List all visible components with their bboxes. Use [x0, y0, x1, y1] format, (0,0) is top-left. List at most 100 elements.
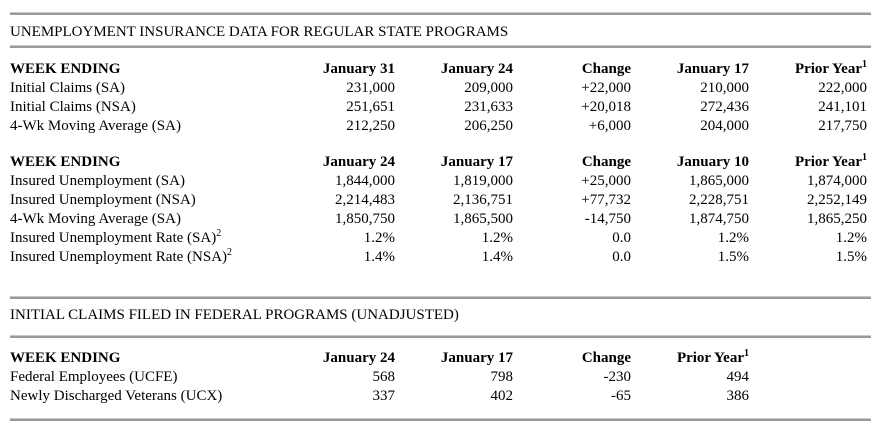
cell-value: 1.2%: [363, 230, 395, 246]
cell-value: 1,874,000: [807, 173, 867, 189]
cell-value: -230: [603, 369, 632, 385]
cell-value: +22,000: [581, 80, 631, 96]
cell-value: 337: [372, 388, 396, 404]
column-header: Change: [581, 61, 631, 77]
cell-value: 2,214,483: [335, 192, 395, 208]
column-header: WEEK ENDING: [10, 154, 121, 170]
footnote-reference: 1: [862, 152, 867, 163]
horizontal-rule-top: [10, 12, 871, 15]
horizontal-rule-bottom: [10, 418, 871, 421]
cell-value: 251,651: [346, 99, 395, 115]
cell-value: +6,000: [588, 118, 631, 134]
table-header-row: WEEK ENDING January 31 January 24 Change Jan…: [10, 60, 867, 79]
section-title-state-programs: UNEMPLOYMENT INSURANCE DATA FOR REGULAR …: [10, 24, 509, 40]
row-label: Initial Claims (SA): [10, 80, 125, 96]
row-label: Insured Unemployment Rate (SA)2: [10, 228, 222, 247]
table-row: Initial Claims (NSA) 251,651 231,633 +20,01…: [10, 98, 867, 117]
cell-value: 1,874,750: [689, 211, 749, 227]
cell-value: 206,250: [464, 118, 513, 134]
row-label: Insured Unemployment Rate (NSA)2: [10, 247, 233, 266]
cell-value: 272,436: [700, 99, 749, 115]
column-header: January 17: [676, 61, 749, 77]
cell-value: 1.5%: [835, 249, 867, 265]
cell-value: -65: [611, 388, 631, 404]
cell-value: 1,844,000: [335, 173, 395, 189]
cell-value: 210,000: [700, 80, 749, 96]
table-row: Initial Claims (SA) 231,000 209,000 +22,000…: [10, 79, 867, 98]
footnote-reference: 2: [216, 228, 222, 239]
cell-value: 1,865,500: [453, 211, 513, 227]
cell-value: 1,850,750: [335, 211, 395, 227]
column-header: January 17: [440, 350, 513, 366]
cell-value: 494: [726, 369, 750, 385]
footnote-reference: 1: [862, 59, 867, 70]
row-label: Federal Employees (UCFE): [10, 369, 178, 385]
cell-value: 231,633: [464, 99, 513, 115]
column-header: Prior Year1: [794, 152, 867, 171]
cell-value: +20,018: [581, 99, 631, 115]
table-row: Insured Unemployment (SA) 1,844,000 1,819,…: [10, 172, 867, 191]
column-header: January 24: [322, 350, 395, 366]
cell-value: 2,136,751: [453, 192, 513, 208]
cell-value: 1.4%: [481, 249, 513, 265]
column-header: WEEK ENDING: [10, 61, 121, 77]
cell-value: 1.4%: [363, 249, 395, 265]
row-label: Initial Claims (NSA): [10, 99, 136, 115]
cell-value: 1,865,250: [807, 211, 867, 227]
cell-value: 204,000: [700, 118, 749, 134]
cell-value: 2,228,751: [689, 192, 749, 208]
cell-value: 217,750: [818, 118, 867, 134]
cell-value: +25,000: [581, 173, 631, 189]
cell-value: 222,000: [818, 80, 867, 96]
table-row: Insured Unemployment Rate (SA)2 1.2% 1.2% 0…: [10, 229, 867, 248]
table-header-row: WEEK ENDING January 24 January 17 Change Jan…: [10, 153, 867, 172]
cell-value: 1.2%: [717, 230, 749, 246]
horizontal-rule: [10, 296, 871, 299]
cell-value: 212,250: [346, 118, 395, 134]
section-title-federal-programs: INITIAL CLAIMS FILED IN FEDERAL PROGRAMS…: [10, 307, 459, 323]
state-initial-claims-table: WEEK ENDING January 31 January 24 Change Jan…: [10, 60, 867, 136]
cell-value: 1,819,000: [453, 173, 513, 189]
column-header: Change: [581, 350, 631, 366]
cell-value: 0.0: [612, 230, 631, 246]
cell-value: 1,865,000: [689, 173, 749, 189]
column-header: January 10: [676, 154, 749, 170]
footnote-reference: 1: [744, 348, 749, 359]
table-row: 4-Wk Moving Average (SA) 212,250 206,250 +6…: [10, 117, 867, 136]
column-header: Prior Year1: [794, 59, 867, 78]
cell-value: 402: [490, 388, 514, 404]
column-header: Change: [581, 154, 631, 170]
table-row: Federal Employees (UCFE) 568 798 -230 494: [10, 368, 749, 387]
state-insured-unemployment-table: WEEK ENDING January 24 January 17 Change Jan…: [10, 153, 867, 267]
column-header: January 24: [440, 61, 513, 77]
federal-programs-table: WEEK ENDING January 24 January 17 Change Pri…: [10, 349, 749, 406]
footnote-reference: 2: [227, 247, 233, 258]
table-row: 4-Wk Moving Average (SA) 1,850,750 1,865,5…: [10, 210, 867, 229]
table-row: Insured Unemployment Rate (NSA)2 1.4% 1.4%…: [10, 248, 867, 267]
column-header: January 24: [322, 154, 395, 170]
column-header: Prior Year1: [676, 348, 749, 367]
cell-value: 209,000: [464, 80, 513, 96]
column-header: WEEK ENDING: [10, 350, 121, 366]
horizontal-rule: [10, 45, 871, 48]
cell-value: 386: [726, 388, 750, 404]
cell-value: 231,000: [346, 80, 395, 96]
cell-value: 241,101: [818, 99, 867, 115]
table-header-row: WEEK ENDING January 24 January 17 Change Pri…: [10, 349, 749, 368]
cell-value: 1.2%: [835, 230, 867, 246]
cell-value: 1.2%: [481, 230, 513, 246]
table-row: Newly Discharged Veterans (UCX) 337 402 -65…: [10, 387, 749, 406]
row-label: Insured Unemployment (SA): [10, 173, 185, 189]
row-label: 4-Wk Moving Average (SA): [10, 118, 181, 134]
cell-value: 1.5%: [717, 249, 749, 265]
row-label: 4-Wk Moving Average (SA): [10, 211, 181, 227]
cell-value: 568: [372, 369, 396, 385]
cell-value: +77,732: [581, 192, 631, 208]
row-label: Newly Discharged Veterans (UCX): [10, 388, 223, 404]
horizontal-rule: [10, 335, 871, 338]
column-header: January 31: [322, 61, 395, 77]
cell-value: 798: [490, 369, 514, 385]
column-header: January 17: [440, 154, 513, 170]
cell-value: 0.0: [612, 249, 631, 265]
cell-value: 2,252,149: [807, 192, 867, 208]
